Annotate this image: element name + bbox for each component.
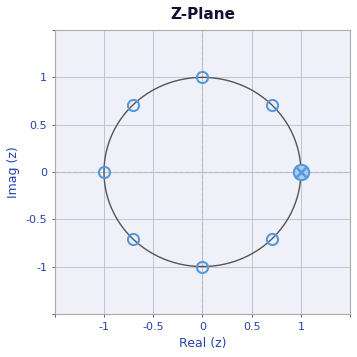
X-axis label: Real (z): Real (z) [178, 337, 226, 350]
Title: Z-Plane: Z-Plane [170, 7, 235, 22]
Y-axis label: Imag (z): Imag (z) [7, 146, 20, 198]
